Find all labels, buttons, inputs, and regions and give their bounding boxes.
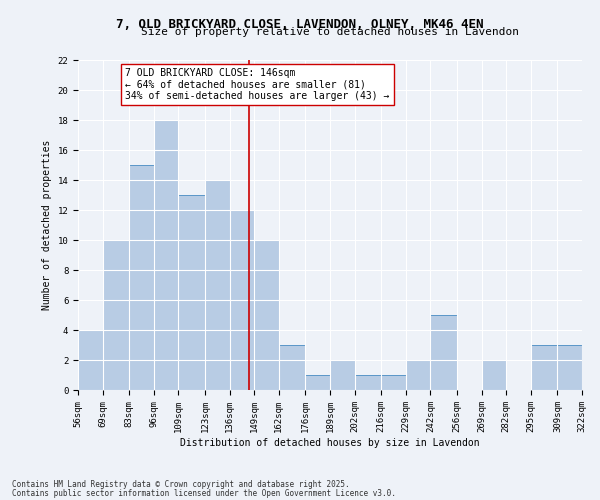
Text: 7, OLD BRICKYARD CLOSE, LAVENDON, OLNEY, MK46 4EN: 7, OLD BRICKYARD CLOSE, LAVENDON, OLNEY,… bbox=[116, 18, 484, 30]
Bar bbox=[254, 240, 279, 390]
Bar bbox=[406, 360, 430, 390]
Bar bbox=[154, 120, 178, 390]
Y-axis label: Number of detached properties: Number of detached properties bbox=[42, 140, 52, 310]
Bar bbox=[279, 345, 305, 390]
Bar bbox=[103, 240, 129, 390]
Text: 7 OLD BRICKYARD CLOSE: 146sqm
← 64% of detached houses are smaller (81)
34% of s: 7 OLD BRICKYARD CLOSE: 146sqm ← 64% of d… bbox=[125, 68, 390, 100]
Text: Contains public sector information licensed under the Open Government Licence v3: Contains public sector information licen… bbox=[12, 488, 396, 498]
Bar bbox=[531, 345, 557, 390]
Bar bbox=[430, 315, 457, 390]
Bar bbox=[178, 195, 205, 390]
Bar bbox=[330, 360, 355, 390]
Bar bbox=[557, 345, 582, 390]
X-axis label: Distribution of detached houses by size in Lavendon: Distribution of detached houses by size … bbox=[180, 438, 480, 448]
Text: Contains HM Land Registry data © Crown copyright and database right 2025.: Contains HM Land Registry data © Crown c… bbox=[12, 480, 350, 489]
Bar bbox=[129, 165, 154, 390]
Bar bbox=[355, 375, 381, 390]
Bar bbox=[381, 375, 406, 390]
Bar bbox=[205, 180, 230, 390]
Bar bbox=[78, 330, 103, 390]
Bar bbox=[305, 375, 330, 390]
Title: Size of property relative to detached houses in Lavendon: Size of property relative to detached ho… bbox=[141, 27, 519, 37]
Bar bbox=[482, 360, 506, 390]
Bar bbox=[230, 210, 254, 390]
